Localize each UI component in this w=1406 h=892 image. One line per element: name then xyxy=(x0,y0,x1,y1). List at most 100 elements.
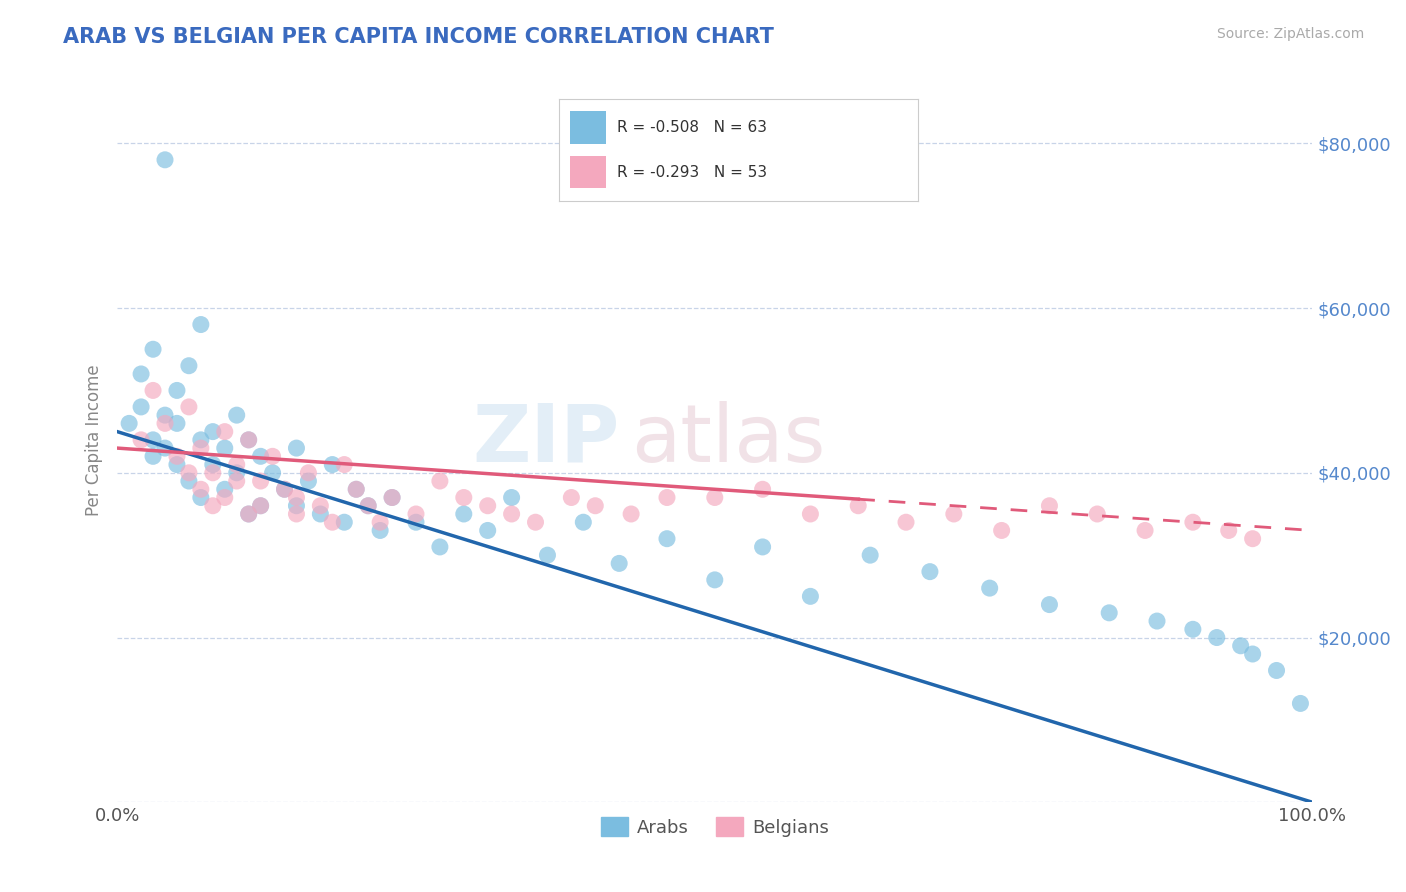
Point xyxy=(1265,664,1288,678)
Point xyxy=(1146,614,1168,628)
Point xyxy=(333,458,356,472)
Point xyxy=(153,408,176,422)
Point xyxy=(1038,499,1060,513)
Point xyxy=(703,491,725,505)
Point xyxy=(309,507,332,521)
Point xyxy=(1218,524,1240,538)
Point xyxy=(655,491,678,505)
Point xyxy=(177,400,200,414)
Point xyxy=(214,441,236,455)
Y-axis label: Per Capita Income: Per Capita Income xyxy=(86,364,103,516)
Point xyxy=(142,343,165,357)
Point xyxy=(1098,606,1121,620)
Point xyxy=(153,153,176,167)
Point xyxy=(225,408,247,422)
Point xyxy=(1241,532,1264,546)
Point xyxy=(201,458,224,472)
Point xyxy=(979,581,1001,595)
Point xyxy=(1038,598,1060,612)
Point xyxy=(1181,515,1204,529)
Point xyxy=(560,491,582,505)
Point xyxy=(249,499,271,513)
Legend: Arabs, Belgians: Arabs, Belgians xyxy=(593,810,837,844)
Point xyxy=(285,441,308,455)
Point xyxy=(1241,647,1264,661)
Point xyxy=(321,515,343,529)
Point xyxy=(225,466,247,480)
Point xyxy=(536,548,558,562)
Point xyxy=(859,548,882,562)
Point xyxy=(225,458,247,472)
Point xyxy=(142,384,165,398)
Point xyxy=(846,499,869,513)
Point xyxy=(153,441,176,455)
Point xyxy=(990,524,1012,538)
Point xyxy=(285,491,308,505)
Point xyxy=(799,507,821,521)
Point xyxy=(214,425,236,439)
Point xyxy=(405,507,427,521)
Point xyxy=(344,483,367,497)
Point xyxy=(453,507,475,521)
Point xyxy=(942,507,965,521)
Point xyxy=(703,573,725,587)
Point xyxy=(918,565,941,579)
Point xyxy=(344,483,367,497)
Point xyxy=(190,433,212,447)
Point xyxy=(477,524,499,538)
Point xyxy=(273,483,295,497)
Point xyxy=(381,491,404,505)
Point xyxy=(368,515,391,529)
Point xyxy=(1133,524,1156,538)
Point xyxy=(262,450,284,464)
Point xyxy=(177,466,200,480)
Point xyxy=(429,474,451,488)
Point xyxy=(166,417,188,431)
Point xyxy=(201,425,224,439)
Point xyxy=(238,507,260,521)
Point xyxy=(129,367,152,381)
Text: Source: ZipAtlas.com: Source: ZipAtlas.com xyxy=(1216,27,1364,41)
Point xyxy=(129,400,152,414)
Point xyxy=(333,515,356,529)
Point xyxy=(142,450,165,464)
Point xyxy=(368,524,391,538)
Point xyxy=(190,491,212,505)
Point xyxy=(273,483,295,497)
Point xyxy=(583,499,606,513)
Point xyxy=(309,499,332,513)
Point xyxy=(894,515,917,529)
Point xyxy=(238,507,260,521)
Point xyxy=(381,491,404,505)
Point xyxy=(405,515,427,529)
Point xyxy=(501,491,523,505)
Point xyxy=(1085,507,1108,521)
Point xyxy=(429,540,451,554)
Point xyxy=(190,441,212,455)
Point xyxy=(166,384,188,398)
Point xyxy=(453,491,475,505)
Point xyxy=(262,466,284,480)
Point xyxy=(214,483,236,497)
Point xyxy=(655,532,678,546)
Point xyxy=(572,515,595,529)
Point xyxy=(477,499,499,513)
Point xyxy=(166,458,188,472)
Point xyxy=(285,499,308,513)
Text: ZIP: ZIP xyxy=(472,401,619,479)
Point xyxy=(524,515,547,529)
Point xyxy=(501,507,523,521)
Point xyxy=(321,458,343,472)
Point xyxy=(285,507,308,521)
Point xyxy=(751,540,773,554)
Point xyxy=(118,417,141,431)
Point xyxy=(799,590,821,604)
Point xyxy=(297,466,319,480)
Point xyxy=(238,433,260,447)
Point xyxy=(357,499,380,513)
Point xyxy=(249,474,271,488)
Point xyxy=(201,466,224,480)
Point xyxy=(190,483,212,497)
Point xyxy=(249,499,271,513)
Point xyxy=(129,433,152,447)
